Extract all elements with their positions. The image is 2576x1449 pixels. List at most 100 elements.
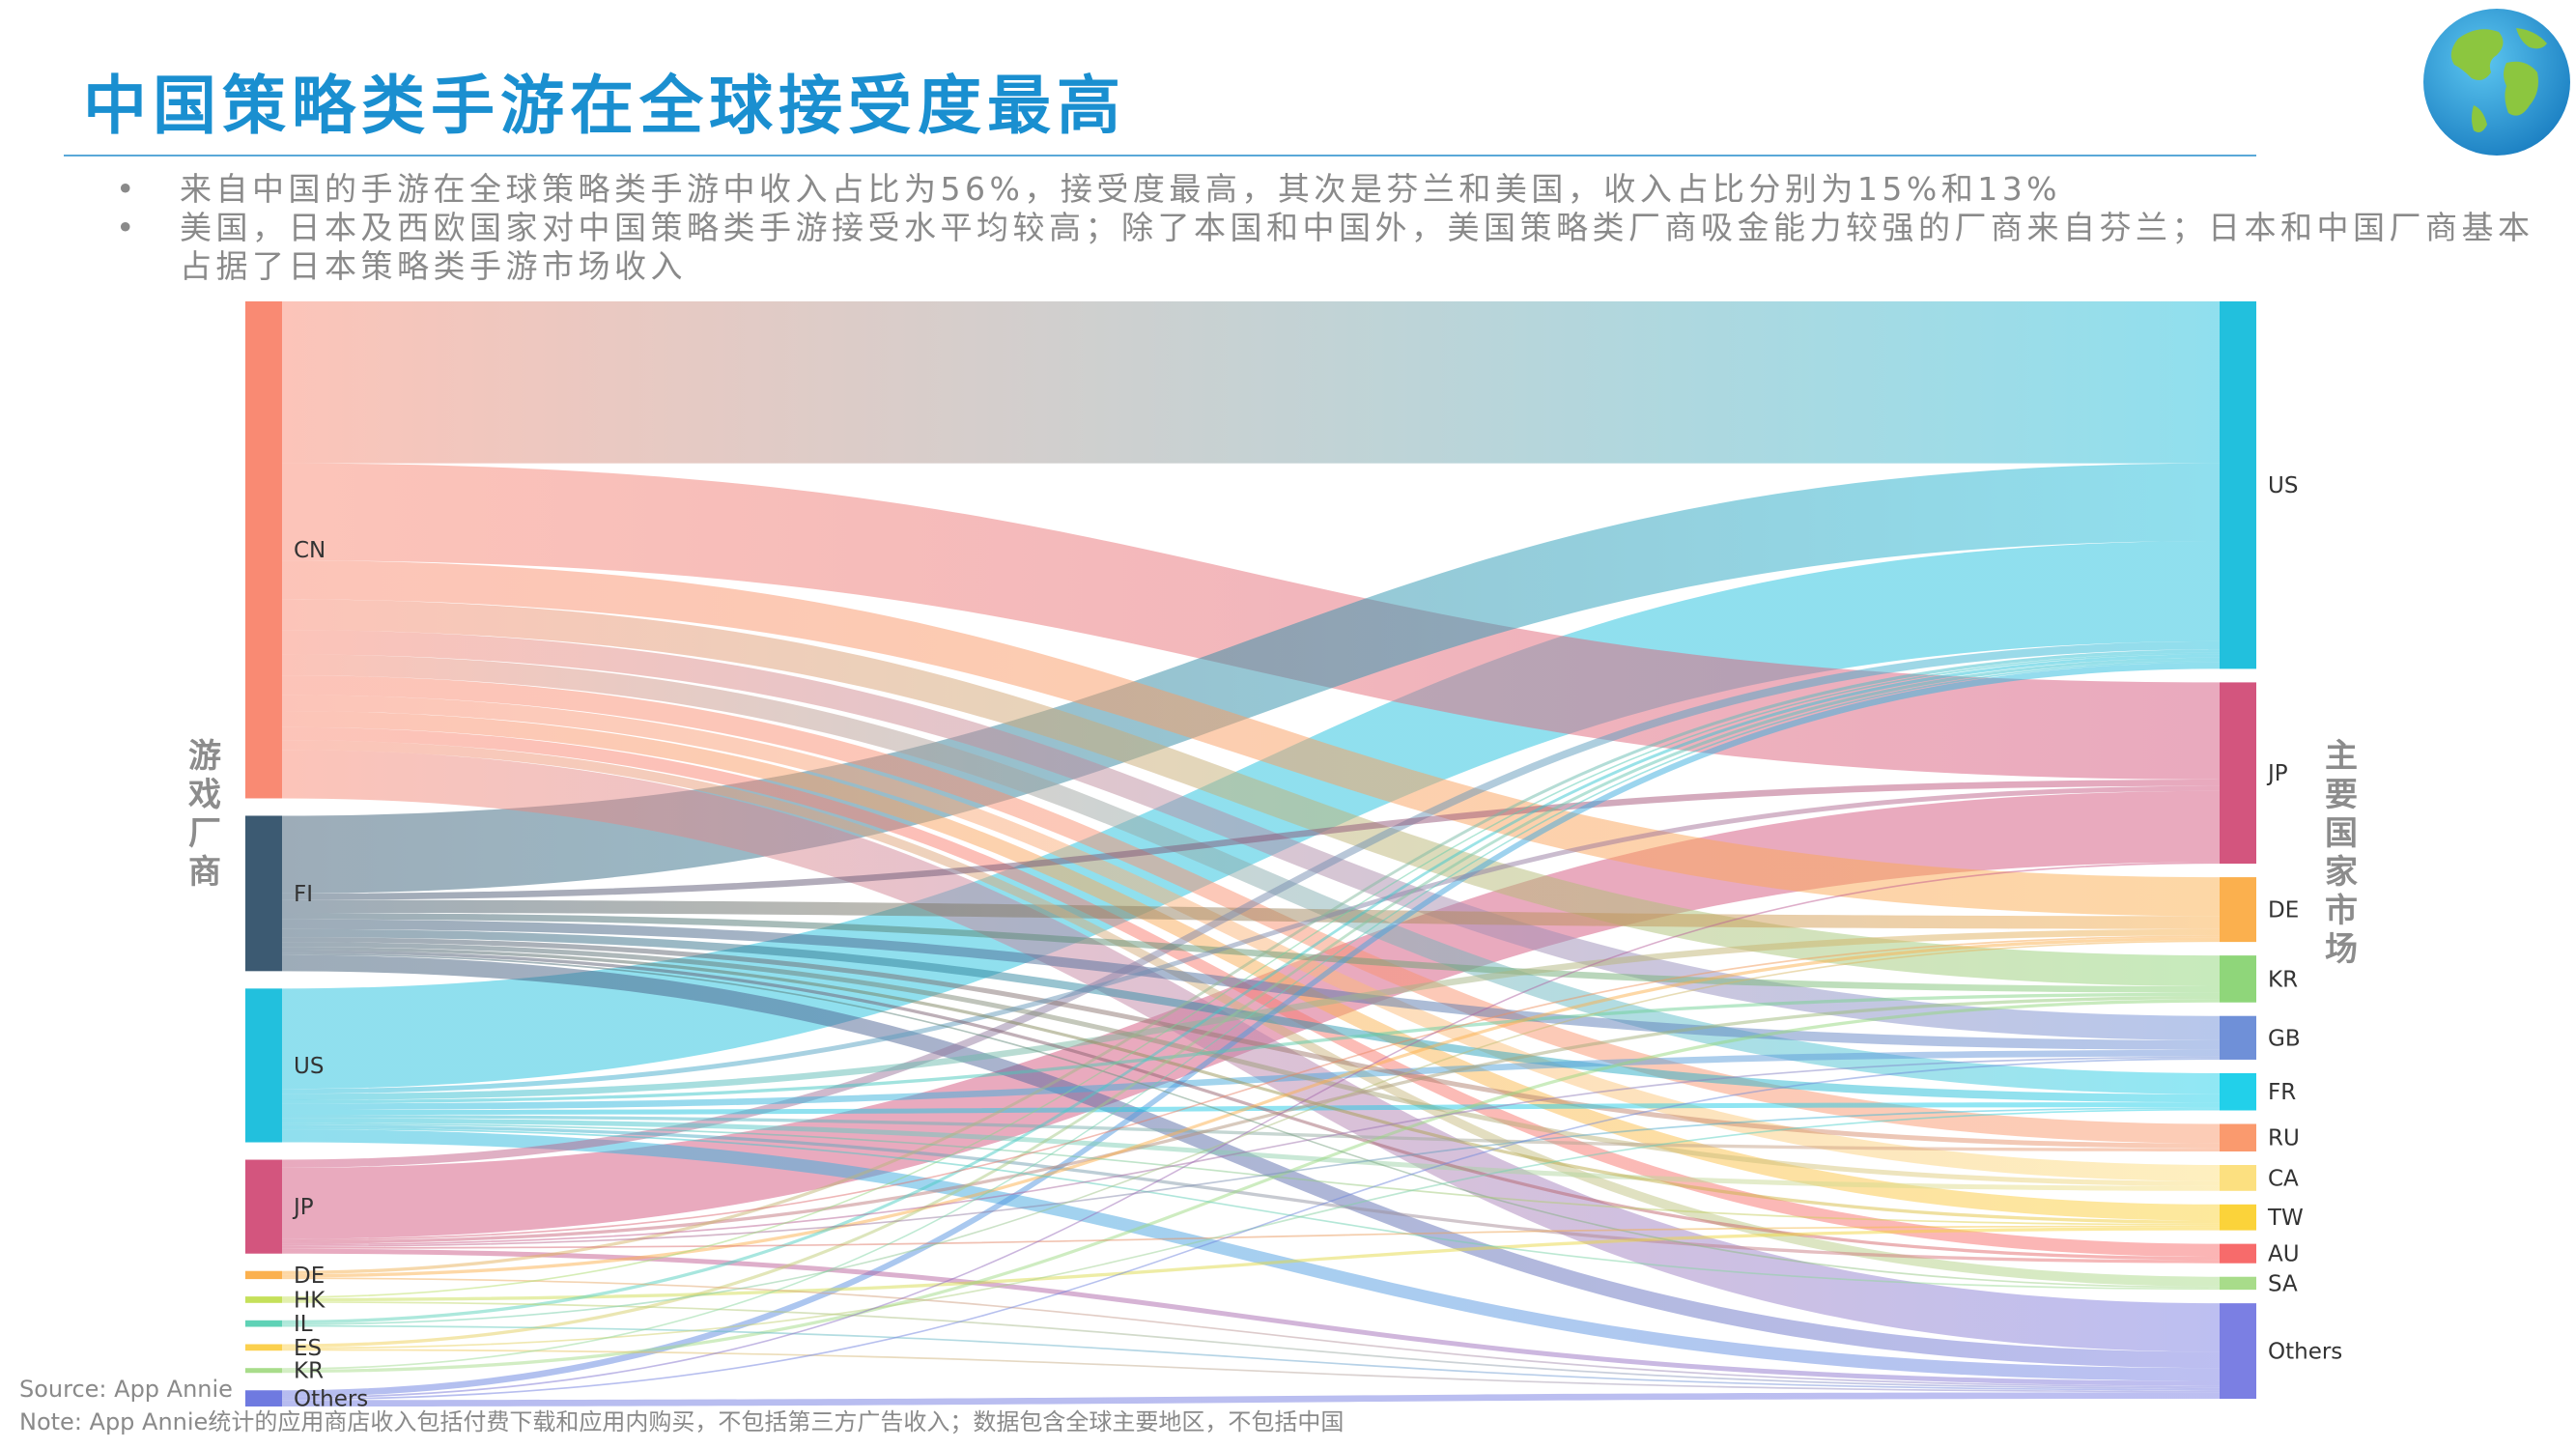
target-node-label-jp: JP — [2266, 761, 2288, 786]
link-fi-to-tw — [282, 947, 2220, 1224]
bullet-text-1: 来自中国的手游在全球策略类手游中收入占比为56%，接受度最高，其次是芬兰和美国，… — [180, 170, 2062, 208]
link-fi-to-au — [282, 950, 2220, 1261]
link-es-to-others — [282, 1349, 2220, 1393]
link-jp-to-us — [282, 640, 2220, 1168]
target-node-label-others: Others — [2268, 1340, 2342, 1365]
target-node-jp — [2220, 682, 2256, 865]
source-node-es — [245, 1344, 282, 1351]
link-il-to-others — [282, 1324, 2220, 1391]
target-node-ca — [2220, 1164, 2256, 1191]
link-fi-to-gb — [282, 919, 2220, 1050]
link-others-to-gb — [282, 1058, 2220, 1401]
link-il-to-us — [282, 654, 2220, 1324]
link-hk-to-tw — [282, 1227, 2220, 1302]
target-node-others — [2220, 1303, 2256, 1399]
target-node-label-sa: SA — [2268, 1271, 2298, 1296]
source-node-fi — [245, 815, 282, 972]
link-others-to-jp — [282, 862, 2220, 1399]
source-node-label-us: US — [294, 1054, 324, 1079]
link-us-to-ca — [282, 1118, 2220, 1191]
globe-icon — [2423, 9, 2570, 156]
bullet-mark-2: • — [116, 209, 135, 246]
link-de-to-us — [282, 649, 2220, 1275]
link-hk-to-us — [282, 652, 2220, 1298]
link-cn-to-others — [282, 750, 2220, 1352]
link-cn-to-gb — [282, 630, 2220, 1040]
link-us-to-kr — [282, 992, 2220, 1104]
link-us-to-others — [282, 1129, 2220, 1381]
link-us-to-tw — [282, 1122, 2220, 1226]
target-node-ru — [2220, 1123, 2256, 1151]
link-cn-to-au — [282, 726, 2220, 1258]
target-node-label-gb: GB — [2268, 1026, 2301, 1051]
source-text: Source: App Annie — [19, 1376, 233, 1403]
link-de-to-others — [282, 1277, 2220, 1388]
source-node-others — [245, 1390, 282, 1406]
target-node-label-tw: TW — [2267, 1206, 2304, 1231]
link-cn-to-kr — [282, 599, 2220, 986]
link-jp-to-gb — [282, 1056, 2220, 1246]
link-us-to-gb — [282, 1049, 2220, 1111]
link-fi-to-sa — [282, 952, 2220, 1289]
source-node-us — [245, 988, 282, 1143]
bullet-text-2: 美国，日本及西欧国家对中国策略类手游接受水平均较高；除了本国和中国外，美国策略类… — [180, 209, 2534, 285]
target-node-label-fr: FR — [2268, 1080, 2296, 1105]
link-fi-to-jp — [282, 779, 2220, 900]
link-us-to-sa — [282, 1127, 2220, 1291]
link-fi-to-de — [282, 899, 2220, 929]
link-others-to-others — [282, 1392, 2220, 1406]
link-kr-to-us — [282, 661, 2220, 1370]
source-node-label-fi: FI — [294, 882, 313, 907]
link-hk-to-others — [282, 1301, 2220, 1389]
link-il-to-de — [282, 940, 2220, 1325]
link-fi-to-ca — [282, 942, 2220, 1186]
link-cn-to-tw — [282, 710, 2220, 1221]
target-node-sa — [2220, 1276, 2256, 1291]
link-cn-to-us — [282, 301, 2220, 464]
target-node-label-ru: RU — [2268, 1126, 2300, 1151]
source-node-label-others: Others — [294, 1387, 368, 1412]
target-node-tw — [2220, 1204, 2256, 1231]
link-cn-to-fr — [282, 654, 2220, 1094]
source-node-label-jp: JP — [292, 1195, 314, 1220]
bullet-mark-1: • — [116, 170, 135, 208]
source-node-jp — [245, 1159, 282, 1254]
link-jp-to-others — [282, 1248, 2220, 1386]
target-node-label-ca: CA — [2268, 1166, 2299, 1191]
target-node-label-us: US — [2268, 473, 2298, 498]
source-node-il — [245, 1320, 282, 1327]
source-node-label-il: IL — [294, 1312, 313, 1337]
source-node-label-kr: KR — [294, 1359, 324, 1384]
link-jp-to-fr — [282, 1107, 2220, 1248]
note-text: Note: App Annie统计的应用商店收入包括付费下载和应用内购买，不包括… — [19, 1408, 1345, 1435]
target-node-label-au: AU — [2268, 1242, 2300, 1267]
left-axis-label: 游戏厂商 — [188, 737, 221, 892]
link-fi-to-kr — [282, 913, 2220, 993]
link-us-to-jp — [282, 785, 2220, 1094]
link-fi-to-others — [282, 954, 2220, 1369]
target-node-gb — [2220, 1015, 2256, 1060]
link-us-to-au — [282, 1124, 2220, 1264]
link-es-to-us — [282, 657, 2220, 1348]
right-axis-label: 主要国家市场 — [2325, 737, 2358, 969]
source-node-hk — [245, 1296, 282, 1303]
page-title: 中国策略类手游在全球接受度最高 — [83, 69, 1126, 143]
source-node-label-es: ES — [294, 1336, 322, 1361]
title-divider — [64, 155, 2256, 156]
link-others-to-us — [282, 662, 2220, 1397]
target-node-label-de: DE — [2268, 898, 2299, 923]
source-node-kr — [245, 1368, 282, 1374]
target-node-label-kr: KR — [2268, 967, 2298, 992]
source-node-de — [245, 1270, 282, 1280]
link-kr-to-kr — [282, 999, 2220, 1374]
link-jp-to-tw — [282, 1225, 2220, 1249]
target-node-au — [2220, 1243, 2256, 1264]
source-node-label-cn: CN — [294, 538, 326, 563]
source-node-label-de: DE — [294, 1264, 325, 1289]
target-node-de — [2220, 877, 2256, 943]
link-jp-to-de — [282, 935, 2220, 1241]
target-node-us — [2220, 301, 2256, 669]
source-node-label-hk: HK — [294, 1288, 326, 1313]
source-node-cn — [245, 301, 282, 799]
